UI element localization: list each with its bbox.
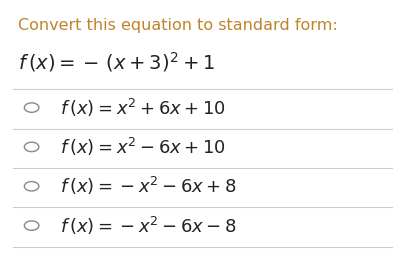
- Text: $f\,(x) = -\,(x+3)^2 + 1$: $f\,(x) = -\,(x+3)^2 + 1$: [17, 50, 214, 74]
- Text: Convert this equation to standard form:: Convert this equation to standard form:: [17, 19, 337, 33]
- Text: $f\,(x) = x^2 - 6x + 10$: $f\,(x) = x^2 - 6x + 10$: [60, 136, 226, 158]
- Text: $f\,(x) = -x^2 - 6x + 8$: $f\,(x) = -x^2 - 6x + 8$: [60, 175, 236, 197]
- Text: $f\,(x) = x^2 + 6x + 10$: $f\,(x) = x^2 + 6x + 10$: [60, 96, 226, 119]
- Text: $f\,(x) = -x^2 - 6x - 8$: $f\,(x) = -x^2 - 6x - 8$: [60, 215, 236, 237]
